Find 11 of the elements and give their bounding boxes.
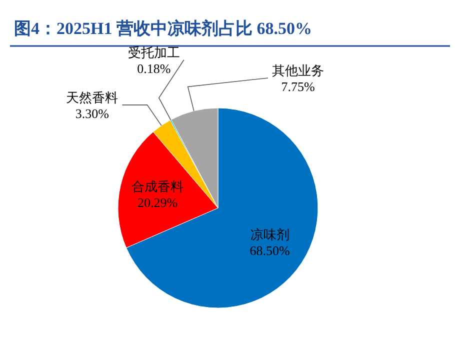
- chart-title: 图4：2025H1 营收中凉味剂占比 68.50%: [14, 19, 312, 38]
- data-label: 7.75%: [281, 79, 315, 94]
- data-label: 0.18%: [137, 60, 171, 76]
- data-label: 20.29%: [138, 194, 178, 210]
- slice-label: 天然香料: [66, 90, 118, 105]
- data-label: 68.50%: [250, 243, 290, 258]
- slice-label: 合成香料: [132, 178, 184, 194]
- slice-label: 受托加工: [128, 44, 180, 60]
- slice-label: 其他业务: [272, 63, 324, 78]
- data-label: 3.30%: [75, 106, 110, 121]
- slice-label: 凉味剂: [250, 227, 290, 242]
